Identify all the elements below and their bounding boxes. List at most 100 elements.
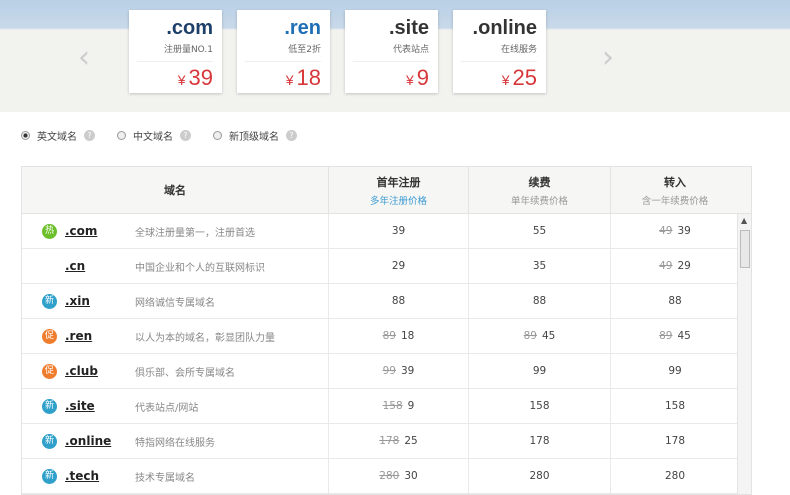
price: 9 (407, 400, 415, 412)
domain-link[interactable]: .com (65, 224, 98, 238)
currency-symbol: ¥ (405, 72, 414, 88)
domain-description: 技术专属域名 (135, 472, 195, 484)
tld-logo: .ren (284, 17, 321, 39)
badge-icon (42, 259, 57, 274)
original-price: 158 (382, 400, 403, 412)
table-header: 域名 首年注册 多年注册价格 续费 单年续费价格 转入 含一年续费价格 (22, 167, 751, 214)
table-row: 促 .club 俱乐部、会所专属域名 99 39 99 99 (22, 353, 739, 389)
badge-icon: 新 (42, 433, 57, 449)
price: 45 (542, 330, 556, 342)
help-icon[interactable]: ? (286, 130, 297, 141)
price: 55 (532, 225, 547, 237)
multi-year-price-link[interactable]: 多年注册价格 (369, 195, 427, 207)
domain-link[interactable]: .online (65, 434, 112, 448)
transfer-price-cell: 158 (611, 389, 739, 424)
header-title: 域名 (164, 184, 186, 197)
transfer-price-cell: 49 29 (611, 249, 739, 284)
table-row: .cn 中国企业和个人的互联网标识 29 35 49 29 (22, 248, 739, 284)
help-icon[interactable]: ? (180, 130, 191, 141)
scrollbar[interactable]: ▲ (737, 214, 751, 494)
promo-tagline: 注册量NO.1 (137, 42, 213, 62)
original-price: 89 (659, 330, 673, 342)
domain-description: 代表站点/网站 (135, 402, 199, 414)
domain-cell: 新 .site 代表站点/网站 (22, 388, 329, 424)
transfer-price-cell: 89 45 (611, 319, 739, 354)
register-price-cell: 158 9 (329, 388, 469, 424)
price: 158 (664, 400, 686, 412)
filter-radio[interactable]: 英文域名? (21, 128, 95, 143)
price: 29 (391, 260, 406, 272)
domain-cell: 热 .com 全球注册量第一，注册首选 (22, 213, 329, 249)
domain-description: 以人为本的域名，彰显团队力量 (135, 332, 275, 344)
header-title: 首年注册 (376, 175, 421, 189)
carousel-prev-button[interactable]: ‹ (78, 40, 90, 75)
scroll-up-icon[interactable]: ▲ (741, 216, 748, 225)
price: 88 (391, 295, 406, 307)
price-table: 域名 首年注册 多年注册价格 续费 单年续费价格 转入 含一年续费价格 热 .com … (21, 166, 752, 495)
register-price-cell: 280 30 (329, 458, 469, 494)
renew-price-cell: 178 (469, 423, 611, 459)
transfer-price-cell: 99 (611, 354, 739, 389)
domain-link[interactable]: .cn (65, 259, 86, 273)
domain-cell: 新 .tech 技术专属域名 (22, 458, 329, 494)
table-row: 新 .online 特指网络在线服务 178 25 178 178 (22, 423, 739, 459)
renew-price-cell: 35 (469, 248, 611, 284)
price-value: 9 (416, 65, 429, 90)
tld-logo: .online (472, 17, 537, 39)
promo-tagline: 低至2折 (245, 42, 321, 62)
header-register: 首年注册多年注册价格 (329, 167, 469, 213)
carousel-next-button[interactable]: › (602, 40, 614, 75)
header-sub: 含一年续费价格 (641, 195, 709, 207)
original-price: 280 (379, 470, 400, 482)
register-price-cell: 39 (329, 213, 469, 249)
radio-button[interactable] (213, 131, 222, 140)
tld-logo: .com (166, 17, 213, 39)
badge-icon: 促 (42, 363, 57, 379)
price-value: 18 (296, 65, 321, 90)
table-row: 热 .com 全球注册量第一，注册首选 39 55 49 39 (22, 213, 739, 249)
domain-cell: 促 .club 俱乐部、会所专属域名 (22, 353, 329, 389)
help-icon[interactable]: ? (84, 130, 95, 141)
filter-radio[interactable]: 新顶级域名? (213, 128, 297, 143)
promo-card[interactable]: .ren 低至2折 ¥18 (237, 10, 330, 93)
currency-symbol: ¥ (285, 72, 294, 88)
domain-cell: 新 .online 特指网络在线服务 (22, 423, 329, 459)
domain-cell: 新 .xin 网络诚信专属域名 (22, 283, 329, 319)
price: 158 (529, 400, 550, 412)
transfer-price-cell: 178 (611, 424, 739, 459)
currency-symbol: ¥ (501, 72, 510, 88)
transfer-price-cell: 49 39 (611, 214, 739, 249)
table-row: 促 .ren 以人为本的域名，彰显团队力量 89 18 89 45 89 45 (22, 318, 739, 354)
renew-price-cell: 158 (469, 388, 611, 424)
radio-button[interactable] (21, 131, 30, 140)
price-value: 25 (512, 65, 537, 90)
promo-tagline: 在线服务 (461, 42, 537, 62)
promo-card[interactable]: .site 代表站点 ¥9 (345, 10, 438, 93)
price: 88 (532, 295, 547, 307)
table-row: 新 .site 代表站点/网站 158 9 158 158 (22, 388, 739, 424)
domain-link[interactable]: .tech (65, 469, 100, 483)
badge-icon: 促 (42, 328, 57, 344)
promo-card[interactable]: .com 注册量NO.1 ¥39 (129, 10, 222, 93)
badge-icon: 新 (42, 398, 57, 414)
domain-description: 中国企业和个人的互联网标识 (135, 262, 265, 274)
domain-link[interactable]: .ren (65, 329, 93, 343)
domain-type-filter: 英文域名? 中文域名? 新顶级域名? (21, 128, 297, 143)
badge-icon: 新 (42, 293, 57, 309)
register-price-cell: 29 (329, 248, 469, 284)
tld-logo: .site (388, 17, 429, 39)
domain-link[interactable]: .xin (65, 294, 90, 308)
renew-price-cell: 88 (469, 283, 611, 319)
scrollbar-thumb[interactable] (740, 230, 750, 268)
radio-button[interactable] (117, 131, 126, 140)
register-price-cell: 178 25 (329, 423, 469, 459)
register-price-cell: 99 39 (329, 353, 469, 389)
promo-price: ¥9 (345, 65, 429, 91)
domain-link[interactable]: .site (65, 399, 95, 413)
price: 39 (401, 365, 415, 377)
register-price-cell: 89 18 (329, 318, 469, 354)
promo-card[interactable]: .online 在线服务 ¥25 (453, 10, 546, 93)
badge-icon: 新 (42, 468, 57, 484)
domain-link[interactable]: .club (65, 364, 98, 378)
filter-radio[interactable]: 中文域名? (117, 128, 191, 143)
